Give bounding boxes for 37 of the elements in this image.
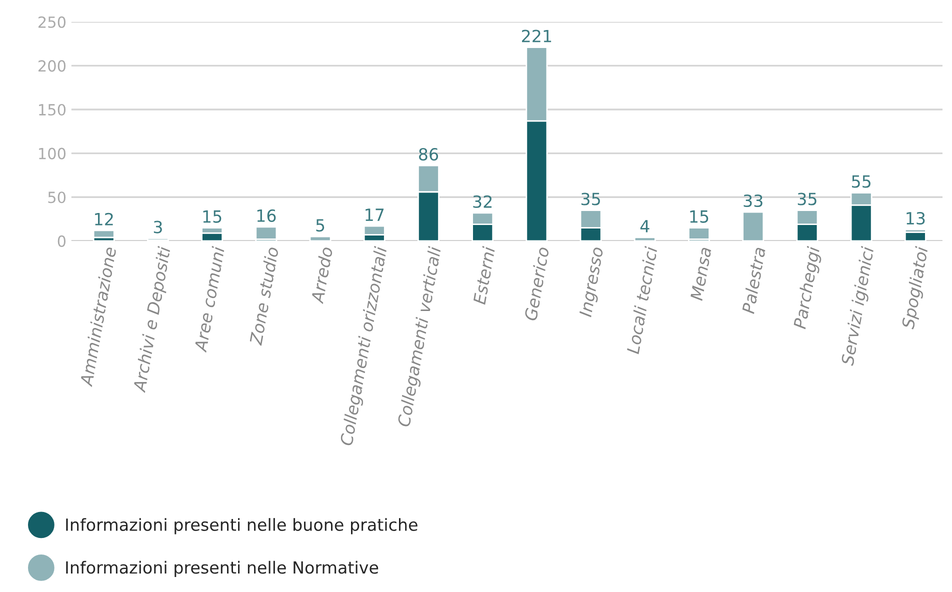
total-label: 4	[640, 220, 650, 232]
y-tick-label: 100	[39, 148, 66, 160]
total-label: 12	[95, 212, 113, 226]
x-tick-label: Servizi igienici	[840, 246, 878, 367]
y-tick-label: 150	[39, 104, 66, 116]
x-tick-label: Locali tecnici	[626, 246, 658, 354]
total-label: 86	[419, 148, 438, 161]
total-label: 5	[316, 219, 324, 232]
x-tick-label: Spogliatoi	[901, 246, 932, 330]
total-label: 15	[203, 210, 222, 223]
x-tick-label: Mensa	[690, 246, 712, 301]
total-label: 13	[906, 212, 925, 225]
total-label: 35	[798, 192, 816, 206]
total-label: 15	[690, 210, 708, 223]
y-tick-label: 200	[38, 60, 66, 72]
x-tick-label: Arredo	[310, 246, 333, 304]
x-tick-label: Palestra	[741, 246, 766, 314]
y-tick-label: 250	[38, 16, 66, 28]
total-label: 16	[257, 209, 276, 222]
x-tick-label: Esterni	[472, 246, 496, 305]
total-label: 17	[366, 208, 384, 221]
x-tick-label: Archivi e Depositi	[132, 246, 174, 394]
y-tick-label: 50	[48, 192, 66, 204]
legend-label: Informazioni presenti nelle buone pratiche	[66, 518, 418, 534]
x-tick-label: Generico	[524, 246, 550, 321]
x-tick-label: Ingresso	[579, 246, 607, 318]
x-tick-label: Parcheggi	[792, 246, 824, 330]
total-label: 55	[852, 175, 870, 188]
total-label: 33	[744, 194, 762, 208]
total-label: 32	[473, 195, 492, 208]
total-label: 221	[522, 30, 552, 42]
legend-label: Informazioni presenti nelle Normative	[66, 560, 378, 577]
x-tick-label: Aree comuni	[194, 246, 225, 353]
y-tick-label: 0	[58, 235, 66, 247]
total-label: 3	[154, 220, 162, 234]
total-label: 35	[581, 192, 600, 206]
x-tick-label: Zone studio	[248, 246, 279, 346]
